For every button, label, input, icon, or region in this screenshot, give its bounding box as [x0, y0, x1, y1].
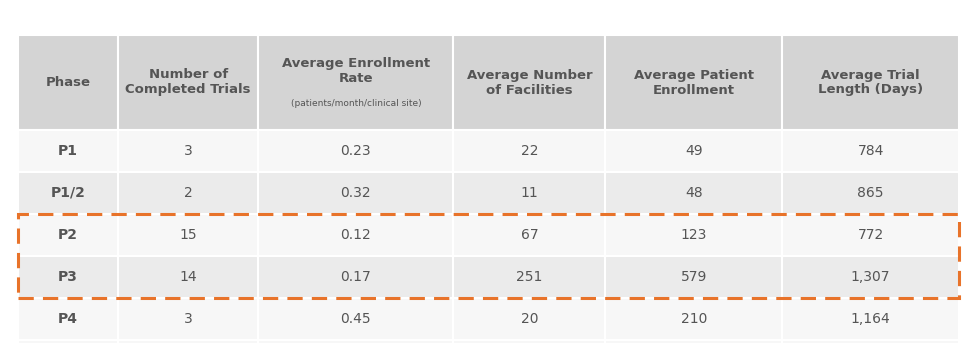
Text: Average Number
of Facilities: Average Number of Facilities: [467, 69, 592, 96]
Text: Average Patient
Enrollment: Average Patient Enrollment: [634, 69, 754, 96]
Bar: [259, 298, 453, 340]
Bar: [118, 340, 259, 343]
Text: 579: 579: [681, 270, 707, 284]
Text: P2: P2: [58, 228, 78, 242]
Text: 865: 865: [858, 186, 884, 200]
Text: 0.12: 0.12: [341, 228, 371, 242]
Bar: [606, 340, 783, 343]
Text: P1: P1: [58, 144, 78, 158]
Bar: [453, 340, 606, 343]
Bar: [118, 214, 259, 256]
Bar: [453, 172, 606, 214]
Text: 123: 123: [681, 228, 707, 242]
Bar: [118, 298, 259, 340]
Text: 3: 3: [184, 144, 192, 158]
Bar: [453, 256, 606, 298]
Text: Average Enrollment
Rate: Average Enrollment Rate: [281, 57, 430, 85]
Bar: [259, 340, 453, 343]
Bar: [259, 256, 453, 298]
Bar: [18, 214, 959, 298]
Bar: [783, 340, 959, 343]
Bar: [606, 256, 783, 298]
Bar: [783, 172, 959, 214]
Text: 67: 67: [521, 228, 538, 242]
Bar: [259, 172, 453, 214]
Bar: [453, 214, 606, 256]
Bar: [18, 172, 118, 214]
Bar: [606, 35, 783, 130]
Bar: [606, 298, 783, 340]
Text: Phase: Phase: [45, 76, 91, 89]
Text: 15: 15: [180, 228, 197, 242]
Text: (patients/month/clinical site): (patients/month/clinical site): [290, 99, 421, 108]
Bar: [606, 172, 783, 214]
Text: 784: 784: [858, 144, 884, 158]
Text: P3: P3: [58, 270, 78, 284]
Bar: [606, 130, 783, 172]
Text: 210: 210: [681, 312, 707, 326]
Bar: [118, 256, 259, 298]
Text: 0.23: 0.23: [341, 144, 371, 158]
Bar: [453, 130, 606, 172]
Bar: [18, 340, 118, 343]
Bar: [606, 214, 783, 256]
Text: 3: 3: [184, 312, 192, 326]
Bar: [783, 256, 959, 298]
Bar: [783, 130, 959, 172]
Text: 0.45: 0.45: [341, 312, 371, 326]
Text: 0.32: 0.32: [341, 186, 371, 200]
Text: 772: 772: [858, 228, 884, 242]
Text: Number of
Completed Trials: Number of Completed Trials: [125, 69, 251, 96]
Text: P1/2: P1/2: [51, 186, 85, 200]
Text: 1,307: 1,307: [851, 270, 890, 284]
Text: 48: 48: [685, 186, 702, 200]
Bar: [18, 130, 118, 172]
Text: 0.17: 0.17: [341, 270, 371, 284]
Bar: [118, 172, 259, 214]
Bar: [453, 35, 606, 130]
Bar: [18, 214, 118, 256]
Bar: [18, 256, 118, 298]
Text: 11: 11: [521, 186, 538, 200]
Text: 1,164: 1,164: [851, 312, 890, 326]
Bar: [453, 298, 606, 340]
Bar: [259, 214, 453, 256]
Text: 49: 49: [685, 144, 702, 158]
Bar: [118, 130, 259, 172]
Bar: [259, 130, 453, 172]
Bar: [118, 35, 259, 130]
Bar: [18, 35, 118, 130]
Text: 14: 14: [180, 270, 197, 284]
Text: 251: 251: [516, 270, 542, 284]
Bar: [18, 298, 118, 340]
Text: P4: P4: [58, 312, 78, 326]
Text: Average Trial
Length (Days): Average Trial Length (Days): [818, 69, 923, 96]
Bar: [783, 214, 959, 256]
Text: 22: 22: [521, 144, 538, 158]
Bar: [783, 298, 959, 340]
Text: 2: 2: [184, 186, 192, 200]
Bar: [259, 35, 453, 130]
Text: 20: 20: [521, 312, 538, 326]
Bar: [783, 35, 959, 130]
